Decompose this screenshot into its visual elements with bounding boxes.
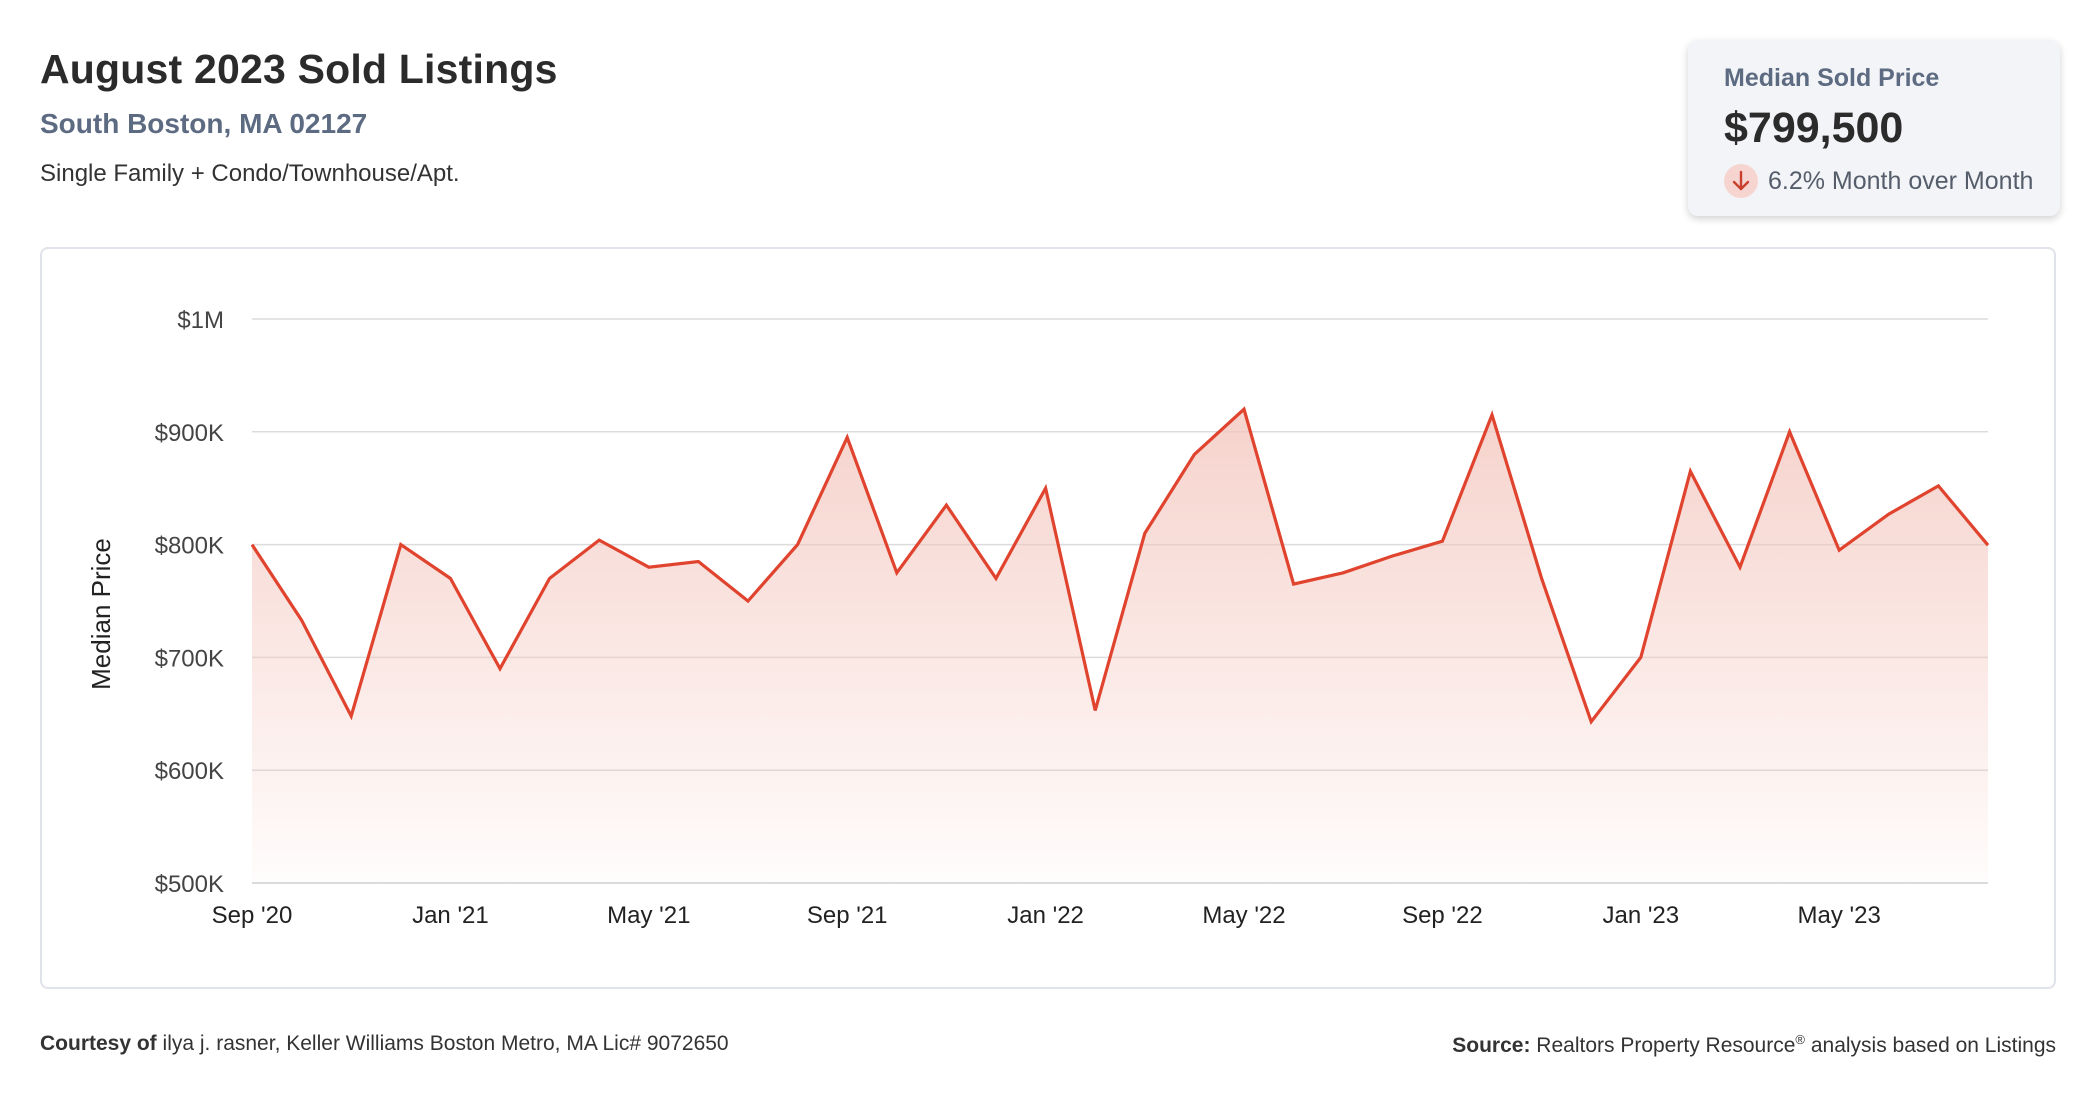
chart-card: $500K $600K $700K $800K $900K $1M Sep '20 Jan '… bbox=[40, 247, 2056, 989]
area-fill bbox=[252, 409, 1988, 883]
property-types: Single Family + Condo/Townhouse/Apt. bbox=[40, 160, 460, 187]
median-price-line bbox=[250, 406, 1990, 726]
median-price-chart: $500K $600K $700K $800K $900K $1M Sep '20 Jan '… bbox=[86, 307, 1990, 929]
registered-mark: ® bbox=[1795, 1032, 1805, 1047]
y-tick-label: $700K bbox=[155, 645, 224, 672]
page-title: August 2023 Sold Listings bbox=[40, 46, 558, 92]
x-tick-label: Jan '22 bbox=[1007, 902, 1084, 929]
source-footer: Source: Realtors Property Resource® anal… bbox=[1452, 1032, 2056, 1058]
stat-label: Median Sold Price bbox=[1724, 64, 1940, 92]
stat-change: 6.2% Month over Month bbox=[1724, 164, 2033, 198]
arrow-down-icon bbox=[1724, 164, 1758, 198]
x-tick-label: May '21 bbox=[607, 902, 690, 929]
y-tick-label: $500K bbox=[155, 871, 224, 898]
x-tick-label: Sep '20 bbox=[212, 902, 293, 929]
y-axis-label: Median Price bbox=[86, 538, 116, 690]
location-subtitle: South Boston, MA 02127 bbox=[40, 108, 368, 139]
y-tick-label: $800K bbox=[155, 533, 224, 560]
source-text: Realtors Property Resource bbox=[1536, 1034, 1796, 1057]
courtesy-footer: Courtesy of ilya j. rasner, Keller Willi… bbox=[40, 1032, 729, 1056]
median-price-card: Median Sold Price $799,500 6.2% Month ov… bbox=[1688, 40, 2060, 216]
stat-value: $799,500 bbox=[1724, 104, 1904, 152]
y-tick-label: $600K bbox=[155, 758, 224, 785]
x-tick-label: May '23 bbox=[1798, 902, 1881, 929]
stat-change-text: 6.2% Month over Month bbox=[1768, 166, 2034, 195]
courtesy-label: Courtesy of bbox=[40, 1032, 157, 1055]
courtesy-text: ilya j. rasner, Keller Williams Boston M… bbox=[162, 1032, 729, 1055]
x-tick-label: Jan '21 bbox=[412, 902, 489, 929]
x-tick-label: May '22 bbox=[1202, 902, 1285, 929]
y-tick-label: $900K bbox=[155, 420, 224, 447]
source-text-2: analysis based on Listings bbox=[1810, 1034, 2056, 1057]
x-tick-label: Jan '23 bbox=[1602, 902, 1679, 929]
x-tick-label: Sep '22 bbox=[1402, 902, 1483, 929]
source-label: Source: bbox=[1452, 1034, 1531, 1057]
x-tick-label: Sep '21 bbox=[807, 902, 888, 929]
y-tick-label: $1M bbox=[177, 307, 224, 334]
